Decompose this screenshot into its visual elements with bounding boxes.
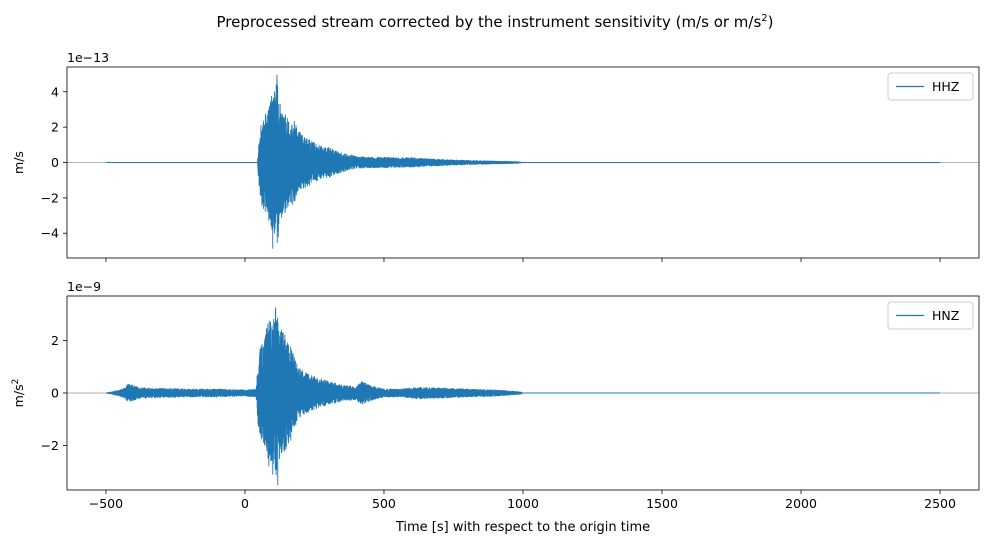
y-tick-label: 0 <box>51 155 59 170</box>
y-tick-label: −2 <box>41 438 59 453</box>
y-tick-label: −2 <box>41 190 59 205</box>
axes-hnz: −2 0 2 −500 0 500 1000 1500 2000 2500 1e−9 m/s2 HNZ <box>11 279 980 511</box>
y-offset-text: 1e−13 <box>67 50 109 65</box>
legend-label: HHZ <box>932 79 959 94</box>
legend-box <box>887 301 974 330</box>
x-tick-label: 1000 <box>507 496 539 511</box>
x-axis-label: Time [s] with respect to the origin time <box>395 520 650 535</box>
legend-box <box>887 72 974 101</box>
y-tick-label: 4 <box>51 84 59 99</box>
suptitle-superscript: 2 <box>761 13 767 24</box>
y-tick-label: 2 <box>51 333 59 348</box>
legend-label: HNZ <box>932 308 959 323</box>
series-line-hhz <box>105 74 941 249</box>
x-tick-label: 0 <box>241 496 249 511</box>
legend: HHZ <box>887 72 974 101</box>
y-tick-label: −4 <box>41 226 59 241</box>
y-tick-label: 2 <box>51 120 59 135</box>
x-tick-label: −500 <box>89 496 123 511</box>
legend: HNZ <box>887 301 974 330</box>
figure-suptitle: Preprocessed stream corrected by the ins… <box>216 13 773 31</box>
y-tick-label: 0 <box>51 386 59 401</box>
x-tick-label: 2500 <box>924 496 956 511</box>
y-axis-label: m/s2 <box>11 379 26 408</box>
x-tick-label: 2000 <box>785 496 817 511</box>
x-tick-label: 500 <box>372 496 396 511</box>
x-tick-label: 1500 <box>646 496 678 511</box>
y-axis-label: m/s <box>11 151 26 174</box>
series-line-hnz <box>105 307 941 486</box>
y-offset-text: 1e−9 <box>67 279 101 294</box>
axes-hhz: −4 −2 0 2 4 1e−13 m/s HHZ <box>11 50 980 262</box>
